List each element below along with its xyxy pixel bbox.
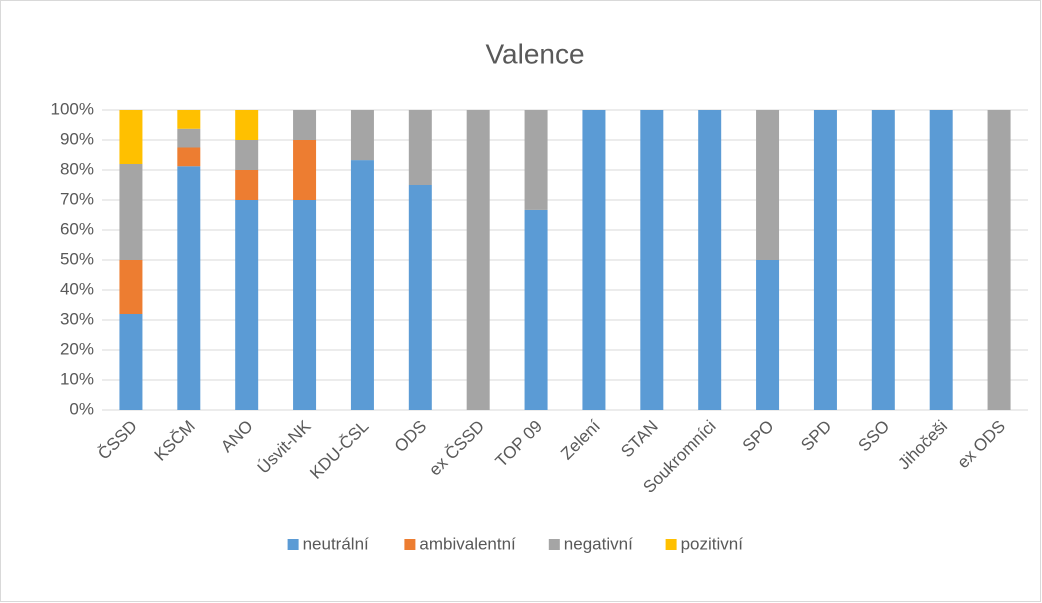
legend-swatch: [404, 539, 416, 550]
legend-swatch: [548, 539, 560, 550]
y-tick-label: 0%: [69, 399, 94, 418]
bar-segment: [235, 200, 259, 410]
legend-label: negativní: [564, 534, 633, 553]
bar-segment: [119, 110, 143, 164]
bar-segment: [813, 110, 837, 410]
bar-segment: [177, 147, 201, 167]
bar-segment: [293, 140, 317, 200]
bar-segment: [466, 110, 490, 410]
bar-segment: [293, 200, 317, 410]
y-tick-label: 10%: [60, 369, 94, 388]
bar-segment: [235, 140, 259, 170]
bar-segment: [756, 260, 780, 410]
bar-segment: [177, 128, 201, 148]
bar-segment: [235, 170, 259, 200]
bar-segment: [582, 110, 606, 410]
bar-segment: [350, 160, 374, 410]
bar-segment: [235, 110, 259, 140]
legend-label: pozitivní: [681, 534, 744, 553]
bar-segment: [293, 110, 317, 140]
bar-segment: [119, 260, 143, 314]
bar-segment: [350, 110, 374, 161]
bar-segment: [177, 166, 201, 410]
y-tick-label: 100%: [51, 99, 94, 118]
y-tick-label: 60%: [60, 219, 94, 238]
y-tick-label: 50%: [60, 249, 94, 268]
legend-swatch: [665, 539, 677, 550]
y-tick-label: 20%: [60, 339, 94, 358]
legend-label: ambivalentní: [419, 534, 516, 553]
legend-label: neutrální: [303, 534, 369, 553]
legend-swatch: [287, 539, 299, 550]
bar-segment: [698, 110, 722, 410]
bar-segment: [524, 209, 548, 410]
y-tick-label: 30%: [60, 309, 94, 328]
bar-segment: [987, 110, 1011, 410]
bar-segment: [756, 110, 780, 260]
bar-segment: [119, 314, 143, 410]
y-tick-label: 80%: [60, 159, 94, 178]
bar-segment: [177, 110, 201, 129]
bar-segment: [524, 110, 548, 210]
bar-segment: [119, 164, 143, 260]
bar-segment: [929, 110, 953, 410]
chart-title: Valence: [485, 38, 584, 69]
bar-segment: [871, 110, 895, 410]
bar-segment: [640, 110, 664, 410]
y-tick-label: 70%: [60, 189, 94, 208]
y-tick-label: 40%: [60, 279, 94, 298]
y-tick-label: 90%: [60, 129, 94, 148]
bar-segment: [408, 185, 432, 410]
bar-segment: [408, 110, 432, 185]
